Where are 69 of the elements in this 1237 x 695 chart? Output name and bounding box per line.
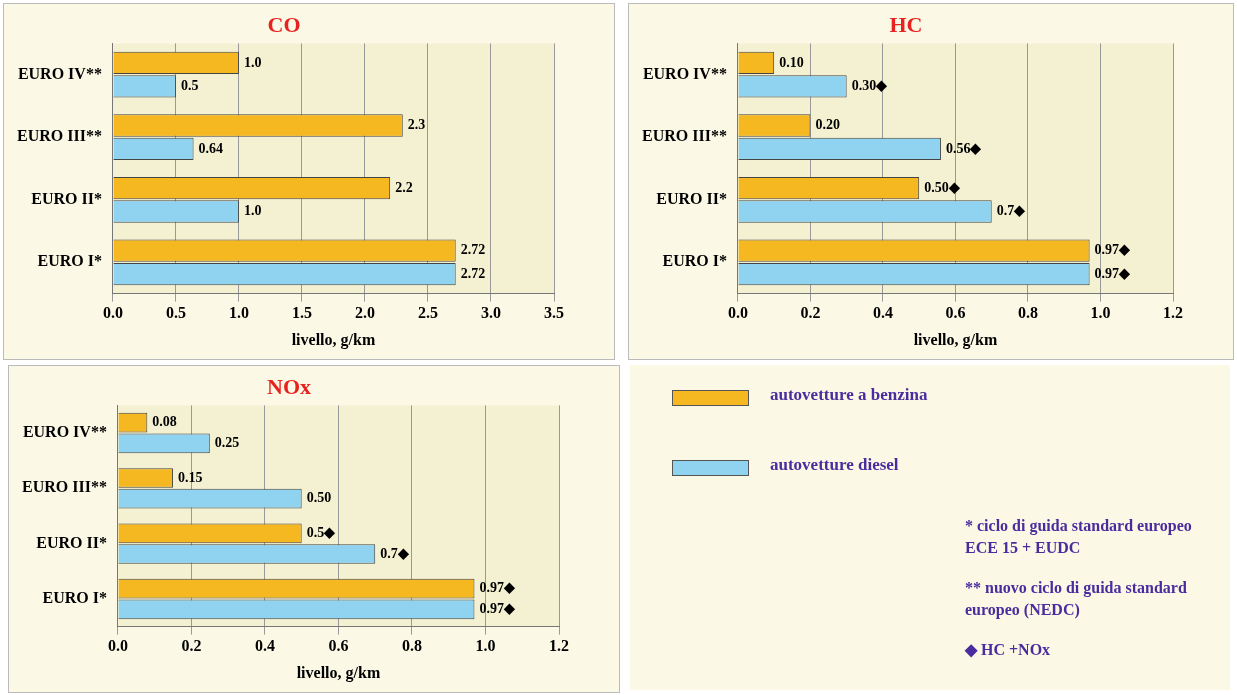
data-label: 0.5◆ [306,524,337,540]
legend-label: autovetture a benzina [770,385,928,405]
y-tick-label: EURO IV** [17,64,102,82]
text: * ciclo di guida standard europeo ECE 15 + EUDC [965,516,1193,558]
data-label: 1.0 [243,203,262,219]
x-tick-label: 0.2 [800,304,821,322]
y-tick-label: EURO II* [656,189,727,207]
x-axis-title: livello, g/km [913,330,998,349]
y-tick-label: EURO III** [17,127,102,145]
x-axis-title: livello, g/km [291,330,376,349]
data-label: 0.15 [178,469,203,485]
x-tick-label: 0.6 [945,304,966,322]
x-axis-title: livello, g/km [296,663,381,682]
y-tick-label: EURO I* [42,589,107,607]
data-label: 1.0 [243,54,262,70]
data-label: 0.50◆ [924,179,961,195]
data-label: 0.56◆ [945,140,983,156]
y-tick-label: EURO II* [36,533,107,551]
data-label: 0.64 [198,140,224,156]
x-tick-label: 1.0 [475,637,496,655]
x-tick-label: 0.0 [102,304,123,322]
x-tick-label: 1.5 [291,304,312,322]
data-label: 0.7◆ [996,203,1027,219]
x-tick-label: 2.0 [354,304,375,322]
data-label: 0.97◆ [479,580,516,596]
chart-title: NOx [267,373,311,399]
y-tick-label: EURO I* [662,252,727,270]
y-tick-label: EURO IV** [22,423,107,441]
x-tick-label: 0.6 [328,637,349,655]
x-tick-label: 0.8 [401,637,422,655]
text: ** nuovo ciclo di guida standard europeo (NEDC) [965,578,1188,621]
data-label: 0.08 [152,414,177,430]
data-label: 0.97◆ [1094,242,1132,258]
x-tick-label: 2.5 [417,304,438,322]
text: ◆ HC +NOx [965,640,1052,660]
data-label: 0.20 [815,117,840,133]
x-tick-label: 0.2 [181,637,202,655]
x-tick-label: 1.2 [549,637,569,655]
x-tick-label: 3.5 [544,304,564,322]
x-tick-label: 0.0 [107,637,128,655]
x-tick-label: 1.0 [1090,304,1111,322]
legend-label: autovetture diesel [770,455,899,475]
data-label: 0.25 [214,435,240,451]
data-label: 0.5 [180,78,199,94]
y-tick-label: EURO II* [31,189,102,207]
data-label: 2.72 [460,265,486,281]
x-tick-label: 1.0 [228,304,249,322]
data-label: 0.30◆ [851,78,889,94]
data-label: 0.50 [306,490,332,506]
chart-title: CO [267,11,301,37]
x-tick-label: 0.5 [165,304,186,322]
y-tick-label: EURO III** [22,478,107,496]
x-tick-label: 0.8 [1017,304,1038,322]
chart-title: HC [889,11,923,37]
data-label: 0.97◆ [1094,265,1132,281]
x-tick-label: 0.0 [727,304,748,322]
data-label: 0.97◆ [479,600,516,616]
y-tick-label: EURO III** [642,127,727,145]
x-tick-label: 1.2 [1163,304,1183,322]
data-label: 0.10 [779,54,804,70]
y-tick-label: EURO I* [37,252,102,270]
data-label: 2.72 [460,242,486,258]
data-label: 0.7◆ [380,545,410,561]
y-tick-label: EURO IV** [642,64,727,82]
data-label: 2.2 [395,179,413,195]
x-tick-label: 3.0 [480,304,501,322]
x-tick-label: 0.4 [872,304,893,322]
x-tick-label: 0.4 [254,637,275,655]
data-label: 2.3 [407,117,426,133]
